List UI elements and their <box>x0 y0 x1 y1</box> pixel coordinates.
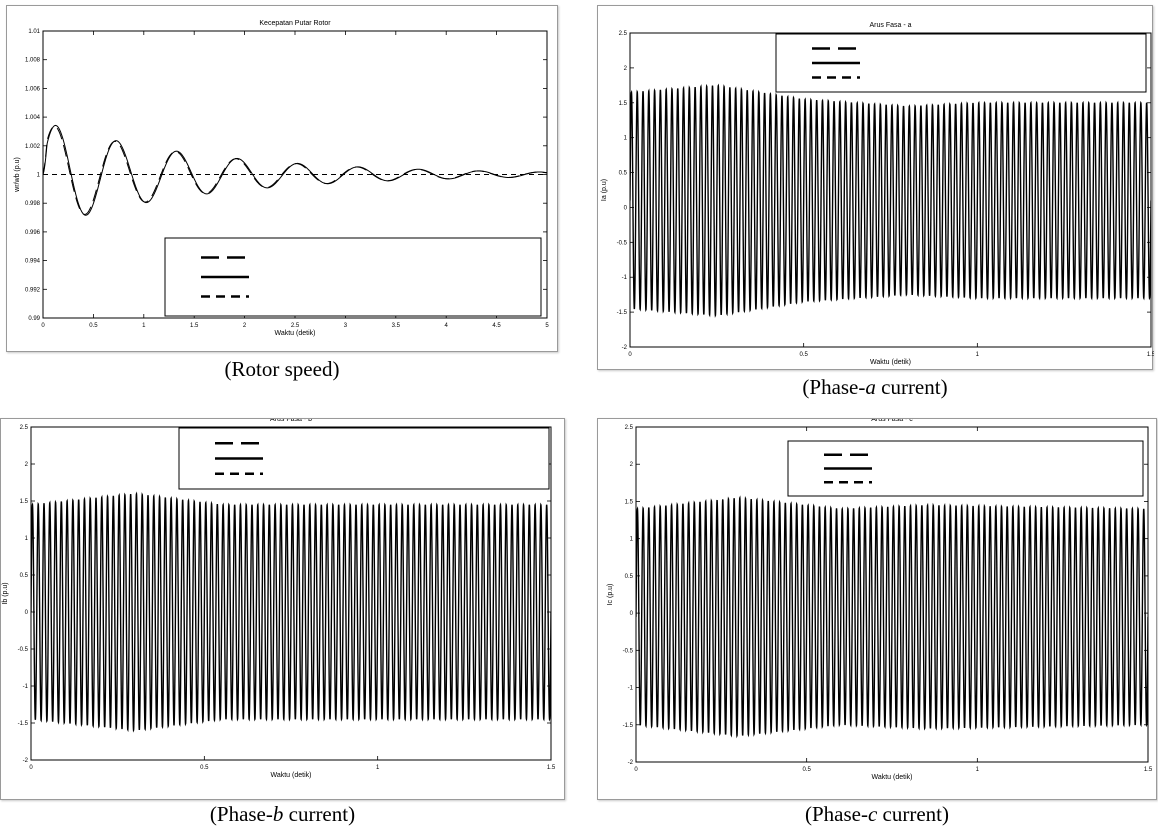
phase-b-y-tick-label: 2.5 <box>20 425 29 431</box>
phase-a-chart: Arus Fasa - a 0 0.5 1 1.5 -2 -1.5 -1 -0.5 0 0.5 1 1.… <box>601 22 1154 366</box>
phase-c-y-tick-label: 2.5 <box>625 425 634 431</box>
rotor-y-tick-label: 1.004 <box>25 115 41 121</box>
phase-c-x-axis-label: Waktu (detik) <box>872 774 913 781</box>
rotor-y-tick-label: 0.998 <box>25 201 41 207</box>
rotor-speed-caption: (Rotor speed) <box>224 357 340 381</box>
phase-b-y-tick-label: 1 <box>25 536 29 542</box>
rotor-y-tick-label: 0.992 <box>25 287 41 293</box>
rotor-speed-chart: Kecepatan Putar Rotor 0 0.5 1 1.5 2 2.5 3 3.5 4 4.… <box>14 20 549 337</box>
phase-b-x-tick-label: 0 <box>29 765 33 771</box>
phase-a-y-tick-label: 0 <box>624 205 628 211</box>
phase-b-series-solid <box>31 491 551 733</box>
phase-c-y-tick-label: 0 <box>630 611 634 617</box>
phase-a-y-axis-label: Ia (p.u) <box>601 179 608 201</box>
phase-c-title: Arus Fasa - c <box>871 419 913 423</box>
phase-c-y-tick-label: 1.5 <box>625 499 634 505</box>
rotor-y-tick-label: 1.01 <box>28 29 40 35</box>
phase-a-series-solid <box>630 83 1151 318</box>
phase-c-y-tick-label: 0.5 <box>625 574 634 580</box>
rotor-series-solid <box>43 124 547 216</box>
phase-b-y-tick-label: -1.5 <box>18 721 29 727</box>
phase-c-y-tick-label: -2 <box>628 760 634 766</box>
phase-a-y-tick-label: -1 <box>622 275 628 281</box>
phase-b-title: Arus Fasa - b <box>270 419 312 423</box>
phase-c-y-tick-label: -1 <box>628 686 634 692</box>
phase-c-x-tick-label: 0 <box>634 767 638 773</box>
rotor-x-tick-label: 4.5 <box>492 323 501 329</box>
phase-b-x-tick-label: 0.5 <box>200 765 209 771</box>
phase-b-y-tick-label: -0.5 <box>18 647 29 653</box>
rotor-x-tick-label: 3.5 <box>392 323 401 329</box>
rotor-title: Kecepatan Putar Rotor <box>259 20 331 27</box>
phase-b-y-tick-label: 1.5 <box>20 499 29 505</box>
rotor-x-tick-label: 3 <box>344 323 348 329</box>
rotor-y-tick-label: 1.006 <box>25 86 41 92</box>
phase-c-chart: Arus Fasa - c 0 0.5 1 1.5 -2 -1.5 -1 -0.5 0 0.5 1 1.… <box>607 419 1153 781</box>
phase-a-x-tick-label: 0.5 <box>799 352 808 358</box>
phase-a-y-tick-label: -2 <box>622 345 628 351</box>
phase-c-panel: Arus Fasa - c 0 0.5 1 1.5 -2 -1.5 -1 -0.5 0 0.5 1 1.… <box>597 418 1157 800</box>
rotor-x-tick-label: 2 <box>243 323 247 329</box>
phase-a-y-tick-label: -1.5 <box>617 310 628 316</box>
phase-a-y-tick-label: 2 <box>624 66 628 72</box>
rotor-x-tick-label: 0.5 <box>89 323 98 329</box>
rotor-x-tick-label: 2.5 <box>291 323 300 329</box>
rotor-y-tick-label: 0.994 <box>25 259 41 265</box>
phase-a-y-tick-label: 1 <box>624 136 628 142</box>
rotor-y-tick-label: 0.996 <box>25 230 41 236</box>
rotor-x-axis-label: Waktu (detik) <box>275 330 316 337</box>
rotor-x-tick-label: 1.5 <box>190 323 199 329</box>
phase-b-y-tick-label: -1 <box>23 684 29 690</box>
phase-c-caption: (Phase-c current) <box>804 802 950 826</box>
phase-c-y-axis-label: Ic (p.u) <box>607 584 614 606</box>
phase-b-chart: Arus Fasa - b 0 0.5 1 1.5 -2 -1.5 -1 -0.5 0 0.5 1 1.… <box>2 419 556 779</box>
rotor-speed-panel: Kecepatan Putar Rotor 0 0.5 1 1.5 2 2.5 3 3.5 4 4.… <box>6 5 558 352</box>
rotor-x-tick-label: 0 <box>41 323 45 329</box>
phase-a-x-tick-label: 1 <box>976 352 980 358</box>
phase-c-y-tick-label: 1 <box>630 537 634 543</box>
rotor-series-long-dash <box>43 125 547 215</box>
phase-b-y-tick-label: -2 <box>23 758 29 764</box>
phase-a-y-tick-label: -0.5 <box>617 240 628 246</box>
rotor-y-axis-label: wr/wb (p.u) <box>14 157 21 193</box>
phase-b-y-tick-label: 2 <box>25 462 29 468</box>
phase-c-x-tick-label: 0.5 <box>802 767 811 773</box>
rotor-y-tick-label: 1.008 <box>25 58 41 64</box>
phase-a-y-tick-label: 2.5 <box>619 31 628 37</box>
phase-b-panel: Arus Fasa - b 0 0.5 1 1.5 -2 -1.5 -1 -0.5 0 0.5 1 1.… <box>0 418 565 800</box>
rotor-y-tick-label: 1.002 <box>25 144 41 150</box>
phase-b-y-axis-label: Ib (p.u) <box>2 582 9 604</box>
rotor-x-tick-label: 5 <box>545 323 549 329</box>
rotor-x-tick-label: 4 <box>445 323 449 329</box>
phase-c-x-tick-label: 1.5 <box>1144 767 1153 773</box>
rotor-y-tick-label: 0.99 <box>28 316 40 322</box>
phase-b-y-tick-label: 0 <box>25 610 29 616</box>
phase-a-x-tick-label: 0 <box>628 352 632 358</box>
phase-a-x-axis-label: Waktu (detik) <box>870 359 911 366</box>
rotor-x-tick-label: 1 <box>142 323 146 329</box>
phase-c-y-tick-label: -1.5 <box>623 723 634 729</box>
phase-b-x-tick-label: 1 <box>376 765 380 771</box>
phase-a-y-tick-label: 0.5 <box>619 171 628 177</box>
phase-b-caption: (Phase-b current) <box>209 802 356 826</box>
phase-c-y-tick-label: 2 <box>630 462 634 468</box>
phase-a-panel: Arus Fasa - a 0 0.5 1 1.5 -2 -1.5 -1 -0.5 0 0.5 1 1.… <box>597 5 1154 370</box>
phase-c-series-solid <box>636 495 1148 739</box>
phase-a-caption: (Phase-a current) <box>802 375 948 399</box>
phase-a-y-tick-label: 1.5 <box>619 101 628 107</box>
phase-b-y-tick-label: 0.5 <box>20 573 29 579</box>
phase-c-x-tick-label: 1 <box>976 767 980 773</box>
phase-c-y-tick-label: -0.5 <box>623 648 634 654</box>
phase-b-x-axis-label: Waktu (detik) <box>271 772 312 779</box>
rotor-y-tick-label: 1 <box>37 173 41 179</box>
phase-a-title: Arus Fasa - a <box>869 22 911 29</box>
phase-a-x-tick-label: 1.5 <box>1147 352 1154 358</box>
phase-b-x-tick-label: 1.5 <box>547 765 556 771</box>
